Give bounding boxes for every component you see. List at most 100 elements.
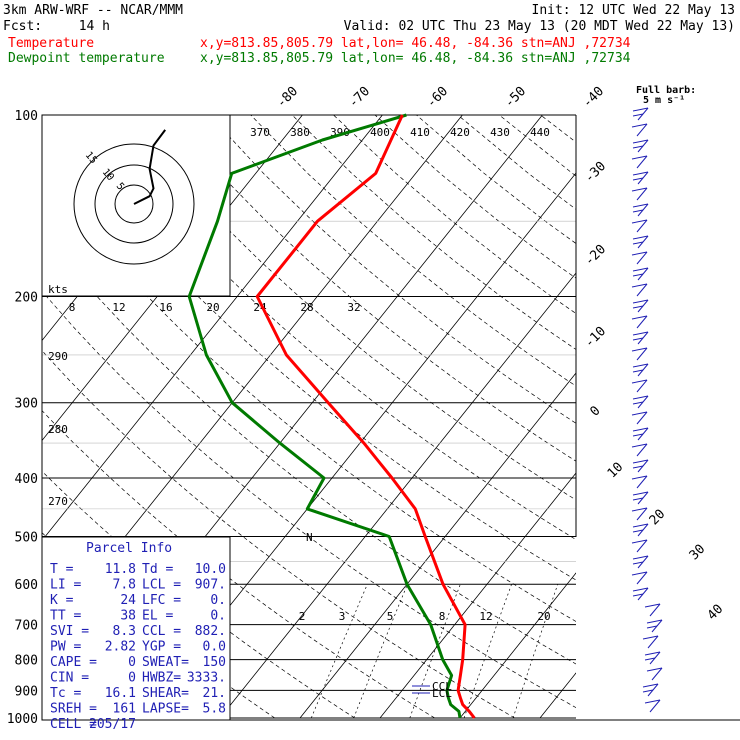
wind-barb-flag: [632, 459, 649, 464]
parcel-info-cell: 7.8: [113, 578, 136, 593]
wind-barb-flag: [632, 235, 649, 240]
pressure-label: 1000: [7, 712, 38, 727]
dewpoint-trace: [187, 113, 462, 719]
parcel-info-cell: 11.8: [105, 562, 136, 577]
hodograph-ring-5: [114, 184, 154, 224]
parcel-info-cell: CAPE =: [50, 655, 97, 670]
mixing-ratio-label: 12: [479, 610, 492, 623]
mixing-ratio-labels: 2 3 5 8 12 20: [299, 610, 551, 623]
isotherm-labels: -80 -70 -60 -50 -40 -30 -20 -10 0 10 20 30 40: [274, 84, 726, 623]
mixing-ratio-label: 20: [537, 610, 550, 623]
wind-barb-flag: [632, 203, 649, 208]
pressure-label: 600: [15, 578, 38, 593]
parcel-info-cell: TT =: [50, 609, 81, 624]
parcel-info-cell: 16.1: [105, 686, 136, 701]
wind-barb-shaft: [636, 571, 648, 585]
wind-barb-flag: [642, 635, 659, 640]
wind-barb-flag: [631, 507, 648, 512]
forecast-hour: 14 h: [79, 19, 110, 34]
wind-barb-flag: [631, 251, 648, 256]
isotherm-line: [620, 115, 740, 718]
parcel-info-cell: 38: [120, 609, 136, 624]
parcel-info-cell: Tc =: [50, 686, 81, 701]
speed-label: 12: [112, 301, 125, 314]
wind-barb-flag: [632, 555, 649, 560]
wind-barb-flag: [631, 443, 648, 448]
wind-barb-shaft: [636, 507, 648, 521]
parcel-info-cell: T =: [50, 562, 74, 577]
wind-barb-shaft: [636, 219, 648, 233]
wind-barb-flag: [632, 331, 649, 336]
wind-barb-flag: [642, 689, 654, 693]
wind-barb-flag: [631, 539, 648, 544]
parcel-info-cell: EL =: [142, 609, 173, 624]
wind-barb-flag: [644, 699, 661, 704]
wind-barb-flag: [632, 523, 649, 528]
wind-barb-flag: [631, 411, 648, 416]
mixing-ratio-line: [353, 584, 408, 719]
dewpoint-legend: Dewpoint temperature: [8, 51, 165, 66]
theta-e-label: 430: [490, 126, 510, 139]
init-time: Init: 12 UTC Wed 22 May 13: [532, 3, 736, 18]
dry-adiabat-label: 280: [48, 423, 68, 436]
mixing-ratio-label: 2: [299, 610, 306, 623]
wind-barb-flag: [632, 267, 649, 272]
parcel-info-cell: 21.: [203, 686, 226, 701]
hodograph-ring-15: [73, 143, 195, 265]
wind-barb-flag: [632, 593, 644, 597]
mixing-ratio-line: [578, 584, 619, 718]
theta-e-label: 410: [410, 126, 430, 139]
temperature-legend: Temperature: [8, 36, 94, 51]
wind-barb-flag: [632, 395, 649, 400]
wind-barb-flag: [631, 571, 648, 576]
wind-barb-flag: [632, 139, 649, 144]
speed-label: 16: [159, 301, 172, 314]
ccl-label: CCL: [432, 680, 452, 693]
isotherm-line: [459, 572, 576, 719]
wind-barb-flag: [632, 433, 644, 437]
theta-e-label: 440: [530, 126, 550, 139]
wind-barb-flag: [632, 337, 644, 341]
parcel-info-cell: 0.0: [203, 640, 226, 655]
wind-barb-flag: [632, 145, 644, 149]
wind-barb-flag: [646, 619, 663, 624]
isotherm-line: [700, 115, 740, 718]
wind-barb-flag: [632, 363, 649, 368]
dry-adiabat-labels: 290 280 270: [48, 350, 68, 508]
wind-barb-flag: [632, 491, 649, 496]
kts-label: kts: [48, 283, 68, 296]
temperature-station-info: x,y=813.85,805.79 lat,lon= 46.48, -84.36…: [200, 36, 631, 51]
hodograph-trace: [133, 129, 166, 205]
isotherm-label: 0: [587, 403, 603, 419]
parcel-info-cell: 0.: [210, 609, 226, 624]
parcel-info-cell: 24: [120, 593, 136, 608]
wind-key-line1: Full barb:: [636, 85, 696, 96]
wind-barb-shaft: [636, 411, 648, 425]
valid-time: Valid: 02 UTC Thu 23 May 13 (20 MDT Wed …: [344, 19, 735, 34]
wind-barb-shaft: [636, 379, 648, 393]
mixing-ratio-label: 3: [339, 610, 346, 623]
parcel-info-cell: 150: [203, 655, 226, 670]
parcel-info-cell: CELL =: [50, 717, 97, 732]
wind-barb-flag: [646, 667, 663, 672]
temperature-trace: [255, 114, 476, 719]
dewpoint-station-info: x,y=813.85,805.79 lat,lon= 46.48, -84.36…: [200, 51, 631, 66]
wind-barb-flag: [632, 273, 644, 277]
parcel-info-rows: T = 11.8 Td = 10.0 LI = 7.8 LCL = 907. K = 24 LFC …: [50, 562, 226, 732]
parcel-info-cell: K =: [50, 593, 74, 608]
parcel-info-cell: LI =: [50, 578, 81, 593]
parcel-info-cell: SHEAR=: [142, 686, 189, 701]
dry-adiabat: [374, 115, 576, 279]
parcel-info-frame: [41, 536, 231, 721]
pressure-label: 400: [15, 472, 38, 487]
wind-barb-flag: [644, 657, 656, 661]
wind-barb-flag: [631, 475, 648, 480]
pressure-label: 300: [15, 397, 38, 412]
isotherm-label: 20: [647, 507, 669, 529]
wind-barbs: [631, 107, 663, 713]
isotherm-line: [42, 115, 383, 542]
north-marker: N: [306, 531, 313, 544]
isotherm-label: -40: [580, 84, 607, 111]
pressure-label: 900: [15, 684, 38, 699]
isotherm-label: -20: [582, 242, 609, 269]
